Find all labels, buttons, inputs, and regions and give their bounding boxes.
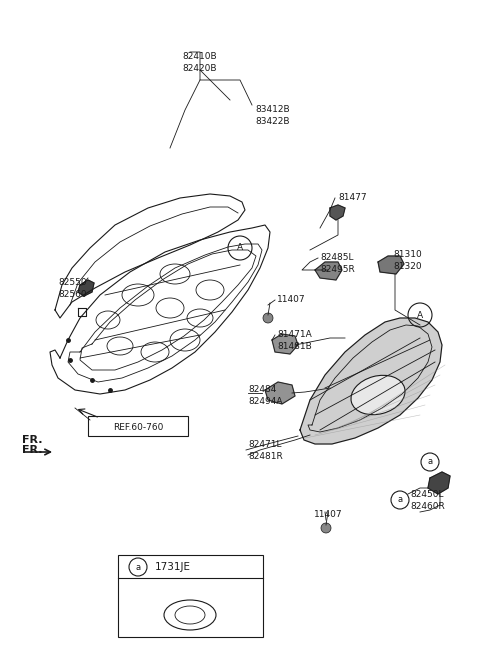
Text: A: A bbox=[417, 310, 423, 319]
Text: 81477: 81477 bbox=[338, 194, 367, 203]
Polygon shape bbox=[78, 280, 94, 296]
Bar bbox=[118, 555, 263, 637]
Polygon shape bbox=[272, 334, 298, 354]
Polygon shape bbox=[330, 205, 345, 220]
Bar bbox=[88, 416, 188, 436]
Text: 82471L
82481R: 82471L 82481R bbox=[248, 440, 283, 461]
Text: FR.: FR. bbox=[22, 435, 43, 445]
Text: a: a bbox=[397, 495, 403, 504]
Polygon shape bbox=[315, 262, 342, 280]
Text: 82550
82560: 82550 82560 bbox=[58, 278, 86, 298]
Text: 11407: 11407 bbox=[277, 295, 306, 304]
Text: REF.60-760: REF.60-760 bbox=[113, 422, 163, 432]
Text: 81310
81320: 81310 81320 bbox=[393, 250, 422, 271]
Text: a: a bbox=[135, 562, 141, 571]
Text: A: A bbox=[237, 243, 243, 253]
Text: 83412B
83422B: 83412B 83422B bbox=[255, 105, 289, 126]
Text: 82484
82494A: 82484 82494A bbox=[248, 385, 283, 406]
Polygon shape bbox=[300, 318, 442, 444]
Text: 82450L
82460R: 82450L 82460R bbox=[410, 490, 445, 511]
Text: 81471A
81481B: 81471A 81481B bbox=[277, 330, 312, 351]
Circle shape bbox=[321, 523, 331, 533]
Ellipse shape bbox=[351, 375, 405, 415]
Polygon shape bbox=[428, 472, 450, 494]
Text: FR.: FR. bbox=[22, 445, 43, 455]
Circle shape bbox=[263, 313, 273, 323]
Polygon shape bbox=[265, 382, 295, 404]
Text: a: a bbox=[427, 457, 432, 466]
Text: 11407: 11407 bbox=[314, 510, 342, 519]
Polygon shape bbox=[378, 256, 404, 274]
Text: 82410B
82420B: 82410B 82420B bbox=[183, 52, 217, 73]
Text: 1731JE: 1731JE bbox=[155, 562, 191, 572]
Text: 82485L
82495R: 82485L 82495R bbox=[320, 253, 355, 274]
